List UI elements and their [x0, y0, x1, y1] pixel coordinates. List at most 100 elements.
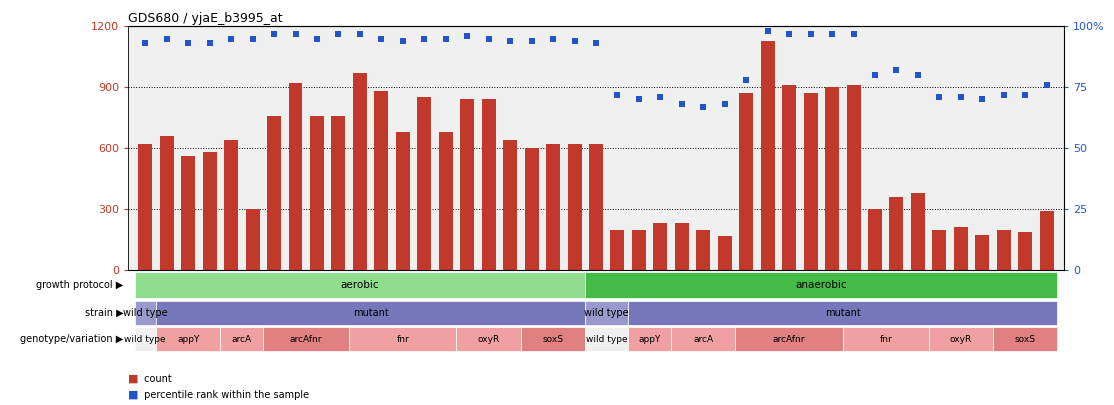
Text: arcAfnr: arcAfnr — [773, 335, 805, 343]
Text: oxyR: oxyR — [478, 335, 500, 343]
Text: wild type: wild type — [586, 335, 627, 343]
Point — [1016, 92, 1034, 98]
FancyBboxPatch shape — [585, 272, 1057, 298]
Bar — [1018, 232, 1033, 270]
Bar — [267, 116, 281, 270]
FancyBboxPatch shape — [735, 327, 843, 351]
Bar — [374, 92, 389, 270]
Point — [286, 30, 304, 37]
Bar — [717, 236, 732, 270]
Text: anaerobic: anaerobic — [795, 280, 847, 290]
Bar — [332, 116, 345, 270]
Text: strain ▶: strain ▶ — [85, 308, 124, 318]
Text: wild type: wild type — [585, 308, 629, 318]
Point — [952, 94, 970, 100]
Bar — [159, 136, 174, 270]
FancyBboxPatch shape — [221, 327, 263, 351]
Text: genotype/variation ▶: genotype/variation ▶ — [20, 334, 124, 344]
Text: ■: ■ — [128, 374, 138, 384]
Point — [201, 40, 218, 47]
FancyBboxPatch shape — [349, 327, 457, 351]
Bar — [610, 230, 625, 270]
Point — [909, 72, 927, 78]
Text: arcAfnr: arcAfnr — [290, 335, 322, 343]
Text: arcA: arcA — [693, 335, 713, 343]
Point — [995, 92, 1013, 98]
Point — [759, 28, 776, 34]
Point — [974, 96, 991, 103]
Text: percentile rank within the sample: percentile rank within the sample — [141, 390, 310, 400]
Point — [330, 30, 348, 37]
Text: appY: appY — [638, 335, 661, 343]
Bar — [395, 132, 410, 270]
Text: GDS680 / yjaE_b3995_at: GDS680 / yjaE_b3995_at — [128, 12, 283, 25]
Point — [416, 35, 433, 42]
Bar — [138, 144, 153, 270]
Text: appY: appY — [177, 335, 199, 343]
Bar — [889, 197, 903, 270]
FancyBboxPatch shape — [671, 327, 735, 351]
Point — [480, 35, 498, 42]
Text: ■: ■ — [128, 390, 138, 400]
Bar — [632, 230, 646, 270]
Point — [437, 35, 455, 42]
Point — [930, 94, 948, 100]
FancyBboxPatch shape — [628, 301, 1057, 324]
FancyBboxPatch shape — [135, 301, 156, 324]
Text: wild type: wild type — [125, 335, 166, 343]
Point — [802, 30, 820, 37]
Bar — [203, 152, 216, 270]
Bar — [932, 230, 947, 270]
FancyBboxPatch shape — [156, 301, 585, 324]
FancyBboxPatch shape — [993, 327, 1057, 351]
Bar — [353, 73, 367, 270]
Point — [737, 77, 755, 83]
Text: soxS: soxS — [1015, 335, 1036, 343]
Text: fnr: fnr — [397, 335, 409, 343]
Point — [566, 38, 584, 44]
Point — [372, 35, 390, 42]
Point — [351, 30, 369, 37]
Point — [673, 101, 691, 108]
Bar — [245, 209, 260, 270]
Bar — [825, 87, 839, 270]
Bar — [761, 40, 774, 270]
Text: fnr: fnr — [879, 335, 892, 343]
Point — [309, 35, 326, 42]
Bar — [460, 100, 475, 270]
Bar — [997, 230, 1010, 270]
Point — [716, 101, 734, 108]
FancyBboxPatch shape — [521, 327, 585, 351]
Bar — [911, 193, 925, 270]
Point — [823, 30, 841, 37]
Bar — [289, 83, 303, 270]
Point — [888, 67, 906, 73]
Bar — [954, 228, 968, 270]
Bar — [481, 100, 496, 270]
Bar — [439, 132, 452, 270]
Point — [631, 96, 648, 103]
Point — [244, 35, 262, 42]
FancyBboxPatch shape — [263, 327, 349, 351]
Bar — [525, 148, 538, 270]
Bar — [418, 98, 431, 270]
Bar — [696, 230, 711, 270]
Point — [458, 33, 476, 39]
FancyBboxPatch shape — [843, 327, 929, 351]
Text: aerobic: aerobic — [341, 280, 379, 290]
Point — [587, 40, 605, 47]
FancyBboxPatch shape — [135, 327, 156, 351]
Point — [780, 30, 798, 37]
Text: oxyR: oxyR — [950, 335, 973, 343]
Point — [394, 38, 412, 44]
Point — [608, 92, 626, 98]
Bar — [546, 144, 560, 270]
Bar — [182, 156, 195, 270]
Point — [222, 35, 240, 42]
Bar — [567, 144, 582, 270]
Bar — [589, 144, 603, 270]
Point — [694, 104, 712, 110]
FancyBboxPatch shape — [585, 301, 628, 324]
Text: growth protocol ▶: growth protocol ▶ — [36, 280, 124, 290]
Bar — [1039, 211, 1054, 270]
